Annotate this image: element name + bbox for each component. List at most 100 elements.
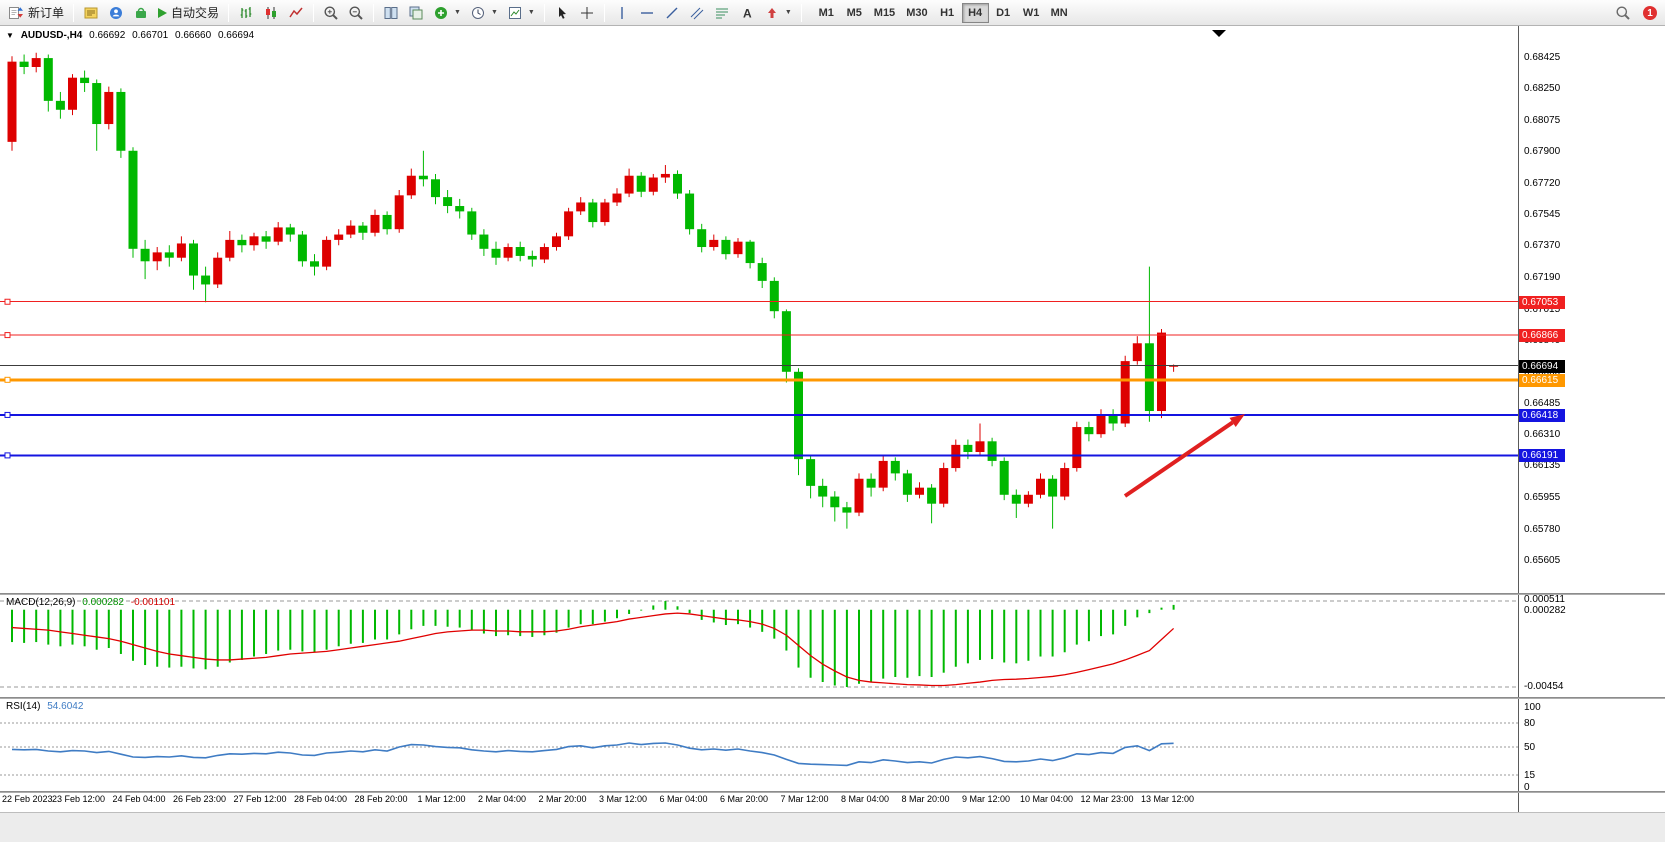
- panel-splitter-macd[interactable]: [0, 593, 1665, 595]
- notifications-badge[interactable]: 1: [1643, 6, 1657, 20]
- candle-body: [358, 225, 368, 233]
- close-value: 0.66694: [217, 30, 255, 41]
- channel-button[interactable]: [685, 2, 709, 24]
- time-label: 2 Mar 04:00: [478, 794, 527, 804]
- candle-body: [285, 227, 295, 235]
- templates-button[interactable]: ▼: [503, 2, 539, 24]
- chevron-down-icon: ▼: [784, 9, 792, 16]
- auto-trading-button[interactable]: 自动交易: [154, 2, 223, 24]
- toolbar-right-group: 1: [1615, 0, 1657, 26]
- line-handle[interactable]: [4, 452, 11, 459]
- metaeditor-button[interactable]: [79, 2, 103, 24]
- toolbar-separator: [313, 3, 315, 22]
- horizontal-line-button[interactable]: [635, 2, 659, 24]
- new-order-button[interactable]: 新订单: [4, 2, 68, 24]
- timeframe-m30[interactable]: M30: [906, 6, 928, 19]
- zoom-in-button[interactable]: [319, 2, 343, 24]
- tile-windows-button[interactable]: [379, 2, 403, 24]
- vertical-line-button[interactable]: [610, 2, 634, 24]
- rsi-line: [11, 742, 1174, 767]
- cursor-icon: [558, 6, 566, 19]
- toolbar-separator: [73, 3, 75, 22]
- one-click-trading-toggle[interactable]: ▼: [6, 31, 14, 40]
- candle-body: [334, 234, 344, 240]
- current-price-tag: 0.66694: [1519, 359, 1565, 373]
- candle-body: [600, 202, 610, 223]
- candle-body: [975, 441, 985, 453]
- line-chart-button[interactable]: [284, 2, 308, 24]
- candle-body: [1120, 361, 1130, 424]
- line-handle[interactable]: [4, 298, 11, 305]
- indicators-button[interactable]: ▼: [429, 2, 465, 24]
- price-tick: 0.65605: [1524, 554, 1561, 566]
- time-label: 12 Mar 23:00: [1080, 794, 1134, 804]
- candle-body: [1096, 414, 1106, 435]
- macd-main-value: 0.000282: [82, 597, 124, 608]
- candle-body: [225, 239, 235, 258]
- candle-body: [963, 444, 973, 453]
- timeframe-w1[interactable]: W1: [1022, 6, 1040, 19]
- time-label: 27 Feb 12:00: [233, 794, 287, 804]
- macd-label: MACD(12,26,9): [6, 597, 76, 608]
- candle-body: [624, 175, 634, 194]
- fibonacci-button[interactable]: [710, 2, 734, 24]
- candle-body: [648, 177, 658, 192]
- time-label: 28 Feb 04:00: [294, 794, 348, 804]
- timeframe-m5[interactable]: M5: [846, 6, 862, 19]
- zoom-out-button[interactable]: [344, 2, 368, 24]
- bar-chart-button[interactable]: [234, 2, 258, 24]
- rsi-axis-15: 15: [1524, 770, 1536, 781]
- indicators-icon: [435, 6, 448, 19]
- rsi-value: 54.6042: [47, 701, 84, 712]
- periods-button[interactable]: ▼: [466, 2, 502, 24]
- candle-body: [7, 61, 17, 142]
- text-button[interactable]: A: [735, 2, 759, 24]
- candle-body: [927, 487, 937, 504]
- timeframe-d1[interactable]: D1: [996, 6, 1011, 19]
- candle-body: [92, 83, 102, 125]
- panel-splitter-rsi[interactable]: [0, 697, 1665, 699]
- main-chart-area[interactable]: [0, 26, 1518, 593]
- timeframe-h1[interactable]: H1: [940, 6, 955, 19]
- candle-body: [503, 247, 513, 258]
- price-tick: 0.65955: [1524, 492, 1561, 504]
- cascade-windows-button[interactable]: [404, 2, 428, 24]
- market-button[interactable]: [129, 2, 153, 24]
- candle-body: [1048, 478, 1058, 497]
- trend-arrow[interactable]: [1123, 420, 1234, 498]
- candle-body: [1144, 343, 1154, 412]
- trendline-button[interactable]: [660, 2, 684, 24]
- crosshair-button[interactable]: [575, 2, 599, 24]
- timeframe-m1[interactable]: M1: [818, 6, 834, 19]
- timeframe-m15[interactable]: M15: [873, 6, 896, 19]
- candle-body: [890, 460, 900, 474]
- macd-header: MACD(12,26,9) 0.000282 -0.001101: [6, 597, 179, 608]
- price-tag-0.67053: 0.67053: [1519, 295, 1565, 309]
- time-label: 24 Feb 04:00: [112, 794, 166, 804]
- time-axis-separator: [0, 791, 1665, 793]
- community-button[interactable]: [104, 2, 128, 24]
- timeframe-h4[interactable]: H4: [961, 2, 989, 23]
- chart-shift-marker[interactable]: [1212, 30, 1226, 37]
- cascade-windows-icon: [409, 6, 423, 19]
- price-tag-0.66191: 0.66191: [1519, 449, 1565, 463]
- arrows-button[interactable]: ▼: [760, 2, 796, 24]
- price-tick: 0.66485: [1524, 397, 1561, 409]
- bottom-strip: [0, 812, 1665, 842]
- time-label: 28 Feb 20:00: [354, 794, 408, 804]
- candle-body: [902, 473, 912, 495]
- candle-body: [636, 175, 646, 192]
- line-handle[interactable]: [4, 332, 11, 339]
- cursor-button[interactable]: [550, 2, 574, 24]
- candle-body: [237, 239, 247, 246]
- line-handle[interactable]: [4, 376, 11, 383]
- candlestick-chart-button[interactable]: [259, 2, 283, 24]
- line-handle[interactable]: [4, 411, 11, 418]
- macd-panel[interactable]: [0, 595, 1518, 697]
- candle-body: [757, 263, 767, 281]
- search-icon[interactable]: [1615, 5, 1631, 21]
- candle-body: [31, 58, 41, 67]
- candle-body: [769, 280, 779, 312]
- rsi-panel[interactable]: [0, 699, 1518, 791]
- timeframe-mn[interactable]: MN: [1050, 6, 1068, 19]
